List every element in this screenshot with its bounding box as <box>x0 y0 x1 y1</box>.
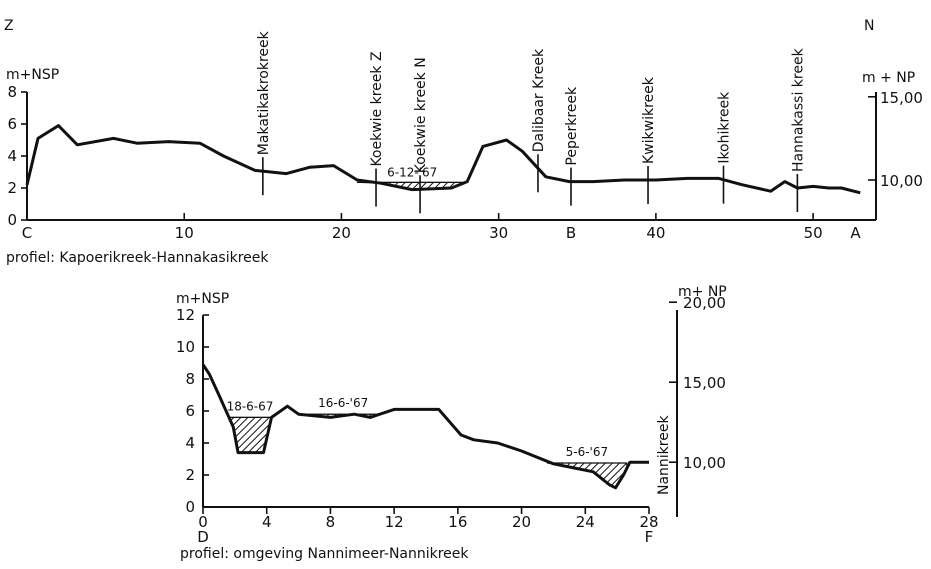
bottom-x-tick-label: 12 <box>385 513 404 531</box>
bottom-right-axis-label: m+ NP <box>678 284 727 300</box>
top-x-tick-label: 10 <box>175 224 194 242</box>
bottom-x-tick-label: 0 <box>198 513 208 531</box>
nannikreek-label: Nannikreek <box>656 415 672 495</box>
bottom-right-tick-label: 20,00 <box>683 294 726 312</box>
top-point-label-b: B <box>566 224 576 242</box>
top-x-tick-label: 30 <box>489 224 508 242</box>
top-point-label-a: A <box>850 224 861 242</box>
bottom-profile-caption: profiel: omgeving Nannimeer-Nannikreek <box>180 546 469 562</box>
creek-name-label: Kwikwikreek <box>641 76 657 164</box>
top-y-tick-label: 0 <box>7 211 17 229</box>
bottom-water-body <box>546 462 628 489</box>
bottom-y-tick-label: 8 <box>185 370 195 388</box>
bottom-x-tick-label: 20 <box>512 513 531 531</box>
creek-name-label: Koekwie kreek N <box>413 57 429 173</box>
creek-name-label: Peperkreek <box>564 86 580 166</box>
bottom-x-tick-label: 16 <box>448 513 467 531</box>
creek-name-label: Makatikakrokreek <box>256 30 272 155</box>
top-left-axis-label: m+NSP <box>6 67 59 83</box>
bottom-water-date-label: 5-6-'67 <box>566 445 609 459</box>
top-y-tick-label: 4 <box>7 147 17 165</box>
top-y-tick-label: 6 <box>7 115 17 133</box>
top-water-date-label: 6-12-'67 <box>387 165 437 179</box>
bottom-y-tick-label: 2 <box>185 466 195 484</box>
corner-label-n: N <box>864 18 874 34</box>
top-y-tick-label: 8 <box>7 83 17 101</box>
top-right-axis-label: m + NP <box>862 70 915 86</box>
top-x-tick-label: 20 <box>332 224 351 242</box>
bottom-point-label-f: F <box>645 528 654 546</box>
bottom-water-date-label: 18-6-67 <box>227 399 274 413</box>
top-right-tick-label: 10,00 <box>880 172 923 190</box>
top-profile-caption: profiel: Kapoerikreek-Hannakasikreek <box>6 250 269 266</box>
bottom-y-tick-label: 6 <box>185 402 195 420</box>
bottom-x-tick-label: 24 <box>576 513 595 531</box>
bottom-y-tick-label: 12 <box>176 306 195 324</box>
bottom-x-tick-label: 4 <box>262 513 272 531</box>
bottom-x-tick-label: 28 <box>639 513 658 531</box>
bottom-y-tick-label: 4 <box>185 434 195 452</box>
top-right-tick-label: 15,00 <box>880 89 923 107</box>
bottom-y-tick-label: 10 <box>176 338 195 356</box>
bottom-point-label-d: D <box>197 528 209 546</box>
creek-name-label: Koekwie kreek Z <box>369 51 385 166</box>
bottom-x-tick-label: 8 <box>326 513 336 531</box>
bottom-left-axis-label: m+NSP <box>176 291 229 307</box>
top-profile-chart: 0 2 4 6 8 10,00 15,00 10 20 30 40 50 C B A 6-12-'67 Maka… <box>7 30 923 242</box>
bottom-right-tick-label: 15,00 <box>683 374 726 392</box>
creek-name-label: Hannakassi kreek <box>790 47 806 172</box>
corner-label-z: Z <box>4 18 14 34</box>
creek-name-label: Ikohikreek <box>716 91 732 164</box>
top-profile-line <box>25 124 861 195</box>
top-y-tick-label: 2 <box>7 179 17 197</box>
top-x-tick-label: 50 <box>804 224 823 242</box>
bottom-y-tick-label: 0 <box>185 498 195 516</box>
bottom-right-tick-label: 10,00 <box>683 454 726 472</box>
creek-name-label: Dalibaar Kreek <box>531 48 547 152</box>
bottom-water-date-label: 16-6-'67 <box>318 396 368 410</box>
top-point-label-c: C <box>22 224 32 242</box>
top-x-tick-label: 40 <box>646 224 665 242</box>
bottom-profile-line <box>201 363 649 490</box>
